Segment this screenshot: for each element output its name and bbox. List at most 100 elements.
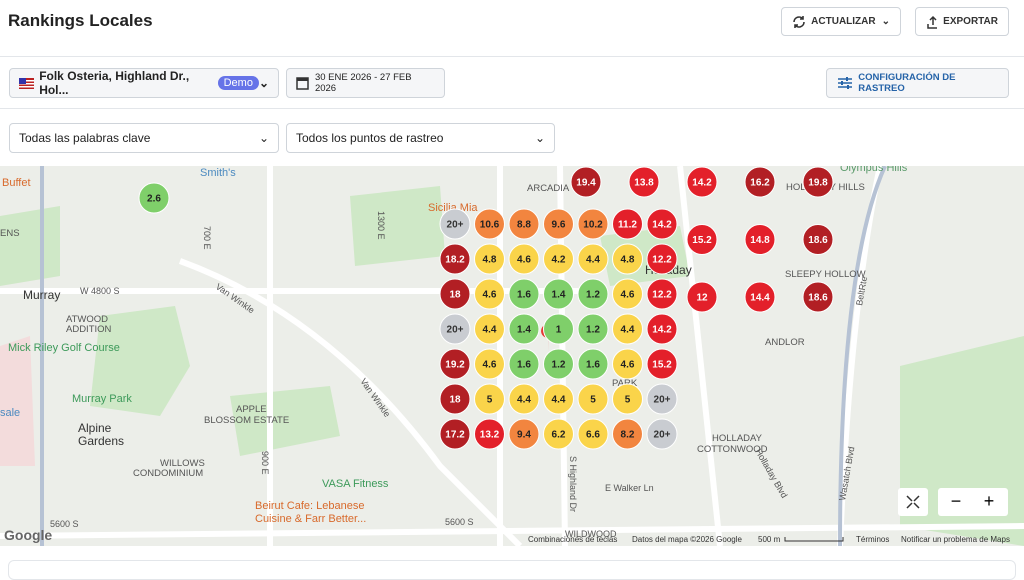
rank-label: 13.8 xyxy=(634,178,654,189)
rank-label: 18 xyxy=(449,290,461,301)
rank-label: 17.2 xyxy=(445,430,465,441)
rank-label: 4.4 xyxy=(621,325,635,336)
rank-pin xyxy=(439,313,471,345)
rank-label: 19.2 xyxy=(445,360,465,371)
rank-label: 20+ xyxy=(654,430,671,441)
map-label: sale xyxy=(0,407,20,419)
rank-label: 1.6 xyxy=(517,360,531,371)
rank-pin xyxy=(474,383,505,415)
export-icon xyxy=(927,15,938,29)
rank-label: 4.4 xyxy=(586,255,600,266)
map-labels: Buffet Smith's ARCADIA Sicilia Mia Olymp… xyxy=(0,166,908,539)
keyword-label: Todas las palabras clave xyxy=(19,131,151,145)
date-picker[interactable]: 30 ENE 2026 - 27 FEB 2026 xyxy=(286,68,445,98)
rank-pin xyxy=(508,243,540,275)
config-button[interactable]: CONFIGURACIÓN DE RASTREO xyxy=(826,68,1009,98)
rank-label: 18.2 xyxy=(445,255,465,266)
location-label: Folk Osteria, Highland Dr., Hol... xyxy=(39,69,190,97)
rank-pin xyxy=(646,418,678,450)
rank-label: 2.6 xyxy=(147,194,161,205)
rank-label: 4.2 xyxy=(552,255,566,266)
divider xyxy=(0,56,1024,57)
rank-label: 14.2 xyxy=(692,178,712,189)
rank-pin xyxy=(543,278,574,310)
terms[interactable]: Términos xyxy=(856,535,889,544)
location-content: Folk Osteria, Highland Dr., Hol... Demo xyxy=(19,69,259,97)
map-label: 900 E xyxy=(260,451,270,475)
rank-pin xyxy=(543,208,574,240)
rank-label: 5 xyxy=(625,395,631,406)
map-label: Beirut Cafe: Lebanese xyxy=(255,500,364,512)
map-label: 5600 S xyxy=(50,519,79,529)
rank-pin xyxy=(646,383,678,415)
rank-label: 9.4 xyxy=(517,430,531,441)
zoom-in[interactable]: + xyxy=(984,491,995,511)
rank-pin xyxy=(570,166,602,198)
rank-label: 14.2 xyxy=(652,220,672,231)
rank-label: 12.2 xyxy=(652,290,672,301)
keyword-select[interactable]: Todas las palabras clave ⌄ xyxy=(9,123,279,153)
map-label: S Highland Dr xyxy=(568,456,578,512)
rank-label: 1.2 xyxy=(552,360,566,371)
rank-label: 20+ xyxy=(447,325,464,336)
map-label: WILLOWS xyxy=(160,458,205,469)
page-title: Rankings Locales xyxy=(8,11,153,30)
rank-pin xyxy=(543,418,574,450)
export-button[interactable]: EXPORTAR xyxy=(915,7,1009,36)
rank-label: 1.6 xyxy=(586,360,600,371)
map-label: Gardens xyxy=(78,434,124,448)
map-label: 1300 E xyxy=(376,211,386,240)
google-logo: Google xyxy=(4,527,52,543)
report[interactable]: Notificar un problema de Maps xyxy=(901,535,1010,544)
card xyxy=(8,560,1016,580)
chevron: ⌄ xyxy=(258,76,269,90)
rank-pin xyxy=(744,281,776,313)
rank-pin xyxy=(508,208,540,240)
map-label: COTTONWOOD xyxy=(697,444,768,455)
rank-pin xyxy=(439,208,471,240)
rank-label: 4.4 xyxy=(517,395,531,406)
rank-label: 15.2 xyxy=(692,235,712,246)
rank-label: 4.8 xyxy=(483,255,497,266)
sliders-icon xyxy=(838,77,852,89)
rank-label: 14.2 xyxy=(652,325,672,336)
location-select[interactable]: Folk Osteria, Highland Dr., Hol... Demo ⌄ xyxy=(9,68,279,98)
rank-label: 18.6 xyxy=(808,293,828,304)
rank-label: 10.2 xyxy=(583,220,603,231)
map-label: HOLLADAY xyxy=(712,433,763,444)
export-label: EXPORTAR xyxy=(943,16,998,27)
fullscreen-icon xyxy=(906,495,920,509)
flag-icon xyxy=(19,77,35,89)
rank-label: 12.2 xyxy=(652,255,672,266)
shortcuts[interactable]: Combinaciones de teclas xyxy=(528,535,617,544)
rank-label: 6.2 xyxy=(552,430,566,441)
rank-pin xyxy=(612,208,643,240)
map-data: Datos del mapa ©2026 Google xyxy=(632,535,743,544)
rank-pin xyxy=(474,418,505,450)
rank-label: 1.4 xyxy=(552,290,566,301)
rank-pin xyxy=(508,418,540,450)
rank-label: 19.4 xyxy=(576,178,596,189)
rank-label: 20+ xyxy=(447,220,464,231)
map-label: Mick Riley Golf Course xyxy=(8,342,120,354)
rank-pin xyxy=(612,348,643,380)
map-label: Alpine xyxy=(78,421,112,435)
rank-pin xyxy=(439,278,471,310)
rank-label: 20+ xyxy=(654,395,671,406)
refresh-button[interactable]: ACTUALIZAR ⌄ xyxy=(781,7,901,36)
rank-label: 4.4 xyxy=(483,325,497,336)
rank-label: 4.6 xyxy=(483,360,497,371)
rank-pin xyxy=(138,182,170,214)
fullscreen-button[interactable] xyxy=(898,488,928,516)
points-select[interactable]: Todos los puntos de rastreo ⌄ xyxy=(286,123,555,153)
rank-pin xyxy=(802,166,834,198)
map-label: Murray xyxy=(23,288,60,302)
rank-label: 13.2 xyxy=(480,430,500,441)
rank-label: 4.6 xyxy=(621,290,635,301)
map[interactable]: Buffet Smith's ARCADIA Sicilia Mia Olymp… xyxy=(0,166,1024,546)
rank-label: 1 xyxy=(556,325,562,336)
rank-pin xyxy=(577,313,609,345)
rank-pin xyxy=(612,418,643,450)
rank-pin xyxy=(646,348,678,380)
zoom-out[interactable]: − xyxy=(951,491,962,511)
